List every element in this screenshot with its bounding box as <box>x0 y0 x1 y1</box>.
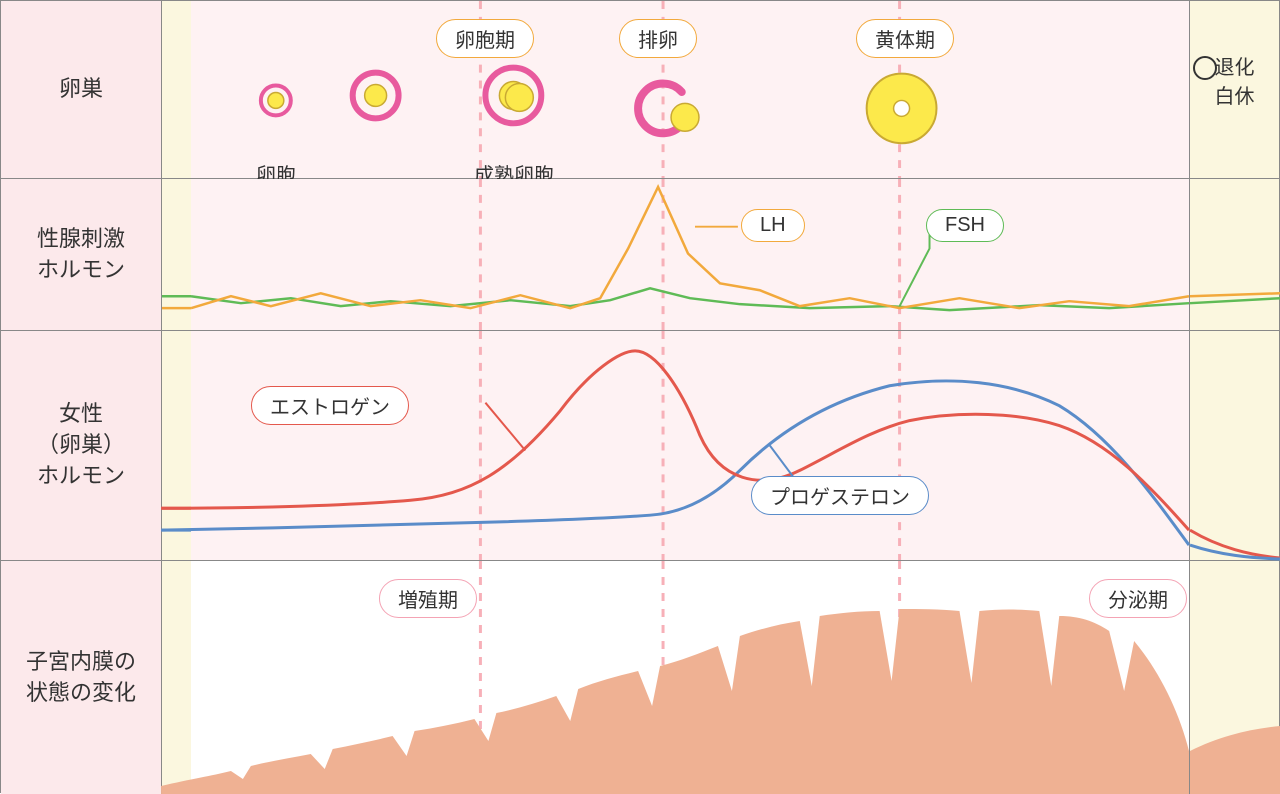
row-label: 性腺刺激ホルモン <box>1 179 161 330</box>
row-ovary: 卵巣退化白休卵胞期排卵黄体期卵胞成熟卵胞 <box>1 1 1279 179</box>
follicle-inner <box>268 92 284 108</box>
menstrual-cycle-diagram: 卵巣退化白休卵胞期排卵黄体期卵胞成熟卵胞性腺刺激ホルモンLHFSH女性（卵巣）ホ… <box>0 0 1280 793</box>
endometrium-phase-label: 分泌期 <box>1089 579 1187 618</box>
fsh-leader <box>900 227 930 306</box>
endometrium-shape <box>161 609 1189 794</box>
follicle-inner <box>365 85 387 107</box>
fsh-label: FSH <box>926 209 1004 242</box>
phase-label: 排卵 <box>619 19 697 58</box>
chart-area-gonadotropin: LH FSH <box>191 179 1189 330</box>
chart-area-endometrium: 増殖期 分泌期 <box>191 561 1189 794</box>
phase-label: 黄体期 <box>856 19 954 58</box>
chart-area-ovarian_hormone: エストロゲンプロゲステロン <box>191 331 1189 560</box>
estrogen-label: エストロゲン <box>251 386 409 425</box>
row-label: 子宮内膜の状態の変化 <box>1 561 161 794</box>
lh-label: LH <box>741 209 805 242</box>
row-label: 卵巣 <box>1 1 161 178</box>
estrogen-line <box>161 351 1189 530</box>
endometrium-phase-label: 増殖期 <box>379 579 477 618</box>
progesterone-label: プロゲステロン <box>751 476 929 515</box>
row-endometrium: 子宮内膜の状態の変化 増殖期 分泌期 <box>1 561 1279 794</box>
phase-label: 卵胞期 <box>436 19 534 58</box>
estrogen-leader <box>485 403 525 451</box>
row-ovarian_hormone: 女性（卵巣）ホルモンエストロゲンプロゲステロン <box>1 331 1279 561</box>
row-gonadotropin: 性腺刺激ホルモン LH FSH <box>1 179 1279 331</box>
chart-area-ovary: 卵胞期排卵黄体期卵胞成熟卵胞 <box>191 1 1189 178</box>
degeneration-label: 退化白休 <box>1190 51 1279 109</box>
ovum-icon <box>671 103 699 131</box>
lh-line <box>191 187 1189 308</box>
row-label: 女性（卵巣）ホルモン <box>1 331 161 560</box>
